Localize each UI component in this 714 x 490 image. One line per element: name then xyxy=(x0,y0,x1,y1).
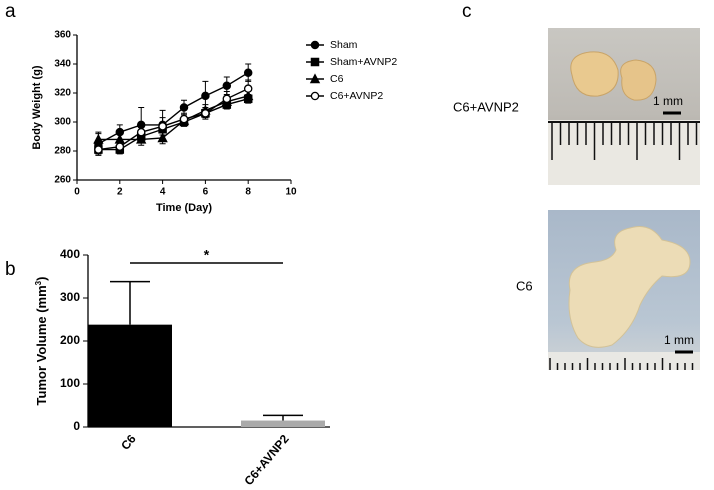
photo-label: C6+AVNP2 xyxy=(453,99,519,114)
legend-label: C6+AVNP2 xyxy=(330,90,383,102)
photo-c6 xyxy=(548,210,700,370)
x-axis-label: Time (Day) xyxy=(156,202,212,214)
point xyxy=(243,84,253,93)
x-tick-label: C6+AVNP2 xyxy=(241,432,291,488)
significance-mark: * xyxy=(204,247,210,263)
x-tick-label: C6 xyxy=(118,432,139,453)
bar xyxy=(88,324,172,427)
y-tick-label: 340 xyxy=(54,59,71,70)
error-bar xyxy=(263,414,303,421)
photo-label: C6 xyxy=(516,278,533,293)
point xyxy=(179,103,189,112)
y-tick-label: 300 xyxy=(54,117,71,128)
y-axis-label-part: Tumor Volume (mm xyxy=(34,285,49,405)
y-tick-label: 360 xyxy=(54,30,71,41)
x-tick-label: 2 xyxy=(117,187,123,198)
point xyxy=(201,109,210,118)
y-tick-label: 280 xyxy=(54,146,71,157)
x-tick-label: 8 xyxy=(245,187,251,198)
bar xyxy=(241,420,325,427)
scale-label: 1 mm xyxy=(653,94,683,108)
error-bar xyxy=(110,280,150,325)
panel-label: a xyxy=(5,1,16,22)
point xyxy=(158,122,167,131)
point xyxy=(94,145,103,154)
point xyxy=(157,132,168,143)
y-axis-label-part: 3 xyxy=(34,280,43,285)
series-line xyxy=(98,88,249,151)
legend-marker xyxy=(310,57,320,67)
legend-label: Sham+AVNP2 xyxy=(330,56,397,68)
point xyxy=(93,133,104,144)
point xyxy=(115,142,125,151)
photo-c6-avnp2 xyxy=(548,28,700,185)
legend-label: Sham xyxy=(330,39,358,51)
y-axis-label: Body Weight (g) xyxy=(31,65,43,149)
point xyxy=(243,68,253,77)
panel-label: b xyxy=(5,259,16,280)
y-tick-label: 100 xyxy=(60,376,80,390)
point xyxy=(222,94,232,104)
point xyxy=(136,127,146,137)
scale-label: 1 mm xyxy=(664,333,694,347)
legend-label: C6 xyxy=(330,73,344,85)
y-tick-label: 200 xyxy=(60,333,80,347)
y-tick-label: 260 xyxy=(54,175,71,186)
legend-marker xyxy=(309,73,321,84)
panel-label: c xyxy=(462,1,472,22)
x-tick-label: 4 xyxy=(160,187,166,198)
x-tick-label: 6 xyxy=(203,187,209,198)
y-tick-label: 400 xyxy=(60,247,80,261)
point xyxy=(179,114,189,124)
y-tick-label: 300 xyxy=(60,290,80,304)
point xyxy=(201,91,210,101)
y-axis-label-part: ) xyxy=(34,277,49,281)
y-tick-label: 0 xyxy=(73,419,80,433)
y-axis-label: Tumor Volume (mm3) xyxy=(34,277,50,406)
point xyxy=(222,81,232,91)
legend-marker xyxy=(310,40,320,50)
x-tick-label: 0 xyxy=(74,187,80,198)
legend-marker xyxy=(310,91,320,101)
x-tick-label: 10 xyxy=(285,187,297,198)
y-tick-label: 320 xyxy=(54,88,71,99)
